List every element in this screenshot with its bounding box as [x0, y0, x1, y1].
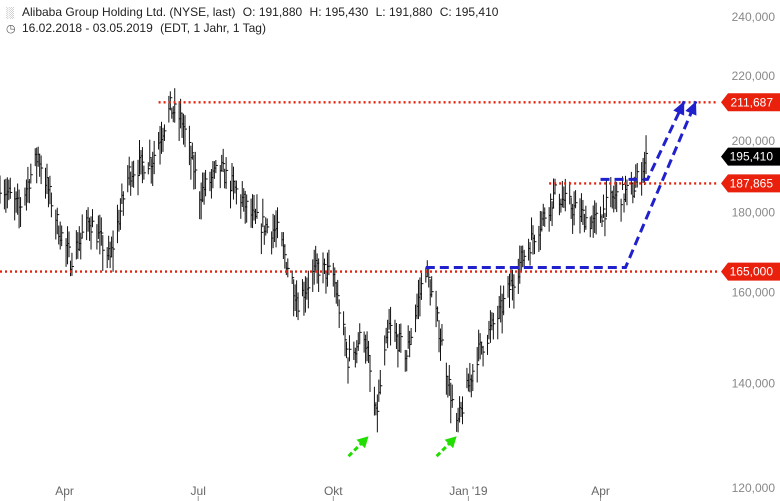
bottom-arrow-head	[444, 436, 457, 449]
projection-arrow-head	[673, 101, 685, 116]
price-tag	[721, 174, 780, 193]
x-tick-label: Jul	[191, 484, 206, 498]
y-tick-label: 120,000	[732, 481, 776, 495]
high-label: H:	[309, 5, 322, 19]
x-axis: Apr Jul Okt Jan '19 Apr	[55, 484, 610, 501]
projection-arrows-group	[425, 100, 698, 270]
open-value: 191,880	[258, 5, 303, 19]
timeframe: (EDT, 1 Jahr, 1 Tag)	[160, 21, 266, 35]
x-tick-label: Okt	[324, 484, 343, 498]
x-tick-label: Jan '19	[449, 484, 488, 498]
price-tag-label: 195,410	[730, 150, 774, 164]
price-tag	[721, 262, 780, 281]
bottom-arrow-head	[356, 436, 369, 449]
chart-header-line2: ◷ 16.02.2018 - 03.05.2019 (EDT, 1 Jahr, 1…	[6, 21, 266, 35]
instrument-name: Alibaba Group Holding Ltd. (NYSE, last)	[22, 5, 236, 19]
bottom-arrows-group	[347, 436, 457, 458]
price-tag	[721, 147, 780, 166]
close-label: C:	[439, 5, 452, 19]
y-axis: 240,000 220,000 200,000 180,000 160,000 140,0…	[732, 10, 776, 495]
resistance-lines-group	[0, 101, 718, 273]
chart-header-line1: ░ Alibaba Group Holding Ltd. (NYSE, last)…	[6, 5, 498, 19]
y-tick-label: 180,000	[732, 205, 776, 219]
price-tag-label: 165,000	[730, 265, 774, 279]
y-tick-label: 160,000	[732, 286, 776, 300]
open-label: O:	[242, 5, 256, 19]
price-tag-label: 187,865	[730, 176, 774, 190]
x-tick-label: Apr	[591, 484, 610, 498]
price-bars-group	[0, 88, 649, 433]
low-value: 191,880	[388, 5, 433, 19]
high-value: 195,430	[324, 5, 369, 19]
projection-path	[425, 100, 698, 270]
candlestick-icon: ░	[6, 7, 14, 19]
price-tag-label: 211,687	[731, 95, 774, 109]
y-tick-label: 140,000	[732, 376, 776, 390]
price-tag	[721, 93, 780, 112]
clock-icon: ◷	[6, 23, 16, 35]
y-tick-label: 220,000	[732, 69, 776, 83]
y-tick-label: 240,000	[732, 10, 776, 24]
bottom-arrow-shaft	[435, 441, 452, 458]
x-tick-label: Apr	[55, 484, 74, 498]
price-tags-group: 211,687 187,865 165,000 195,410	[721, 93, 780, 281]
bottom-arrow-shaft	[347, 441, 364, 458]
low-label: L:	[375, 5, 386, 19]
projection-arrow-head	[685, 101, 697, 116]
date-range: 16.02.2018 - 03.05.2019	[22, 21, 153, 35]
y-tick-label: 200,000	[732, 134, 776, 148]
close-value: 195,410	[455, 5, 499, 19]
projection-path	[600, 100, 686, 181]
